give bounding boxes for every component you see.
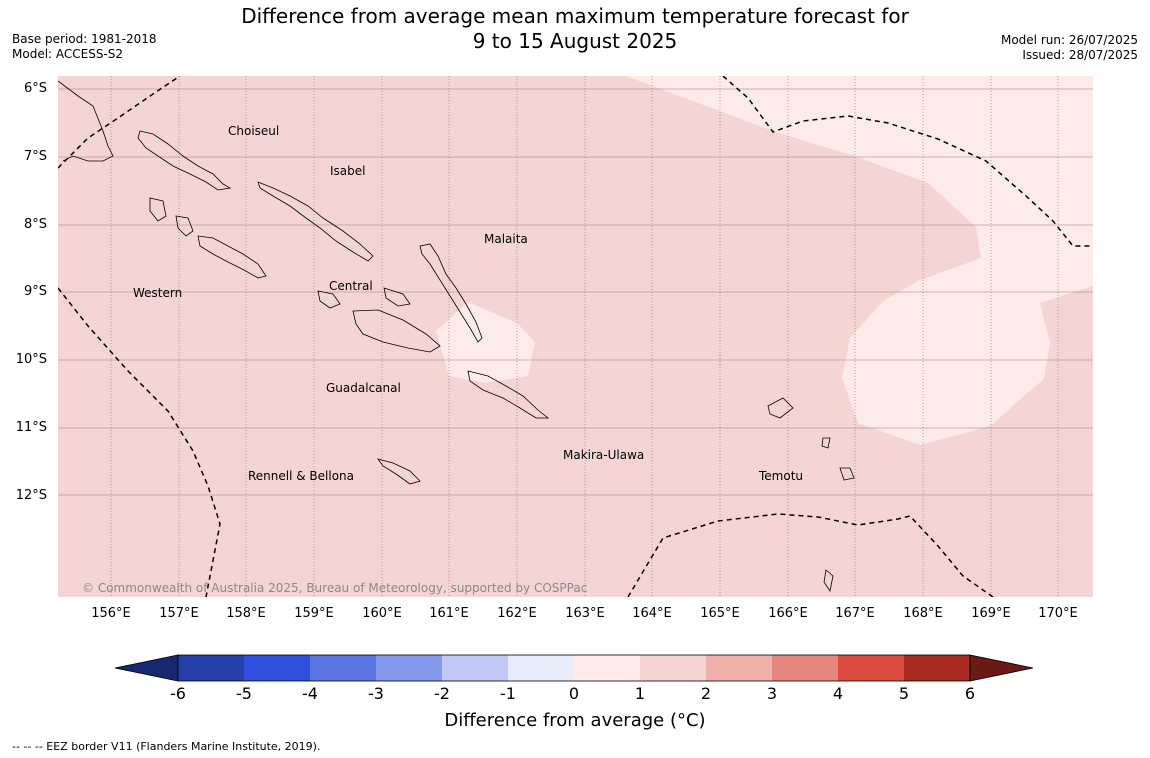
colorbar-frame [177,654,971,682]
lon-label-157e: 157°E [159,606,199,621]
colorbar-segment [706,655,772,681]
lon-label-158e: 158°E [226,606,266,621]
colorbar-segment [310,655,376,681]
colorbar-segment [772,655,838,681]
colorbar-tick: 0 [568,684,580,703]
region-makira-ulawa: Makira-Ulawa [563,448,644,462]
forecast-map: Choiseul Isabel Malaita Western Central … [58,76,1093,597]
coastlines [58,80,855,593]
colorbar-segment [376,655,442,681]
lon-label-162e: 162°E [497,606,537,621]
base-period: Base period: 1981-2018 [12,32,157,46]
colorbar-segment [904,655,970,681]
colorbar-segment [838,655,904,681]
region-malaita: Malaita [484,232,528,246]
region-choiseul: Choiseul [228,124,279,138]
colorbar-label: Difference from average (°C) [444,710,706,731]
colorbar-tick: 4 [832,684,844,703]
meta-right: Model run: 26/07/2025 Issued: 28/07/2025 [1001,33,1138,63]
colorbar-tick: -3 [368,684,384,703]
colorbar-segment [574,655,640,681]
lon-label-169e: 169°E [971,606,1011,621]
lon-label-167e: 167°E [835,606,875,621]
colorbar-extend-low [114,654,179,682]
lon-label-156e: 156°E [91,606,131,621]
lat-label-9s: 9°S [23,284,47,299]
map-title: Difference from average mean maximum tem… [0,4,1150,54]
lon-label-165e: 165°E [700,606,740,621]
meta-left: Base period: 1981-2018 Model: ACCESS-S2 [12,32,157,62]
region-guadalcanal: Guadalcanal [326,381,401,395]
colorbar-tick: 2 [700,684,712,703]
issued-date: Issued: 28/07/2025 [1022,48,1138,62]
colorbar-tick: 6 [964,684,976,703]
lon-label-168e: 168°E [903,606,943,621]
lat-label-6s: 6°S [23,81,47,96]
copyright-notice: © Commonwealth of Australia 2025, Bureau… [82,581,588,595]
colorbar-tick: -2 [434,684,450,703]
colorbar-segment [178,655,244,681]
region-temotu: Temotu [758,469,803,483]
colorbar-segment [442,655,508,681]
colorbar-tick: -6 [170,684,186,703]
eez-border [58,76,1093,597]
eez-footnote: -- -- -- EEZ border V11 (Flanders Marine… [12,740,321,753]
model-run: Model run: 26/07/2025 [1000,33,1138,47]
region-isabel: Isabel [330,164,365,178]
region-labels: Choiseul Isabel Malaita Western Central … [133,124,803,483]
colorbar-tick: -5 [236,684,252,703]
region-central: Central [329,279,373,293]
colorbar-tick: 5 [898,684,910,703]
anomaly-fill-0-to-1-east [626,76,1093,445]
region-rennell-bellona: Rennell & Bellona [248,469,354,483]
title-line-2: 9 to 15 August 2025 [472,29,678,53]
lon-label-160e: 160°E [362,606,402,621]
lat-label-8s: 8°S [23,217,47,232]
colorbar-extend-high [969,654,1034,682]
lon-label-166e: 166°E [768,606,808,621]
model-name: Model: ACCESS-S2 [12,47,124,61]
colorbar-tick: 3 [766,684,778,703]
lat-label-10s: 10°S [15,352,47,367]
title-line-1: Difference from average mean maximum tem… [241,4,909,28]
colorbar-tick: -4 [302,684,318,703]
lon-label-170e: 170°E [1038,606,1078,621]
lon-label-159e: 159°E [294,606,334,621]
colorbar-tick: -1 [500,684,516,703]
lon-label-161e: 161°E [429,606,469,621]
lat-label-11s: 11°S [15,420,47,435]
lat-label-7s: 7°S [23,149,47,164]
lon-label-163e: 163°E [565,606,605,621]
colorbar [114,654,1034,682]
colorbar-segment [508,655,574,681]
lon-label-164e: 164°E [632,606,672,621]
colorbar-tick: 1 [634,684,646,703]
colorbar-segment [640,655,706,681]
lat-label-12s: 12°S [15,488,47,503]
graticule [58,76,1093,597]
region-western: Western [133,286,182,300]
colorbar-segment [244,655,310,681]
anomaly-fill-0-to-1-central [436,302,535,383]
